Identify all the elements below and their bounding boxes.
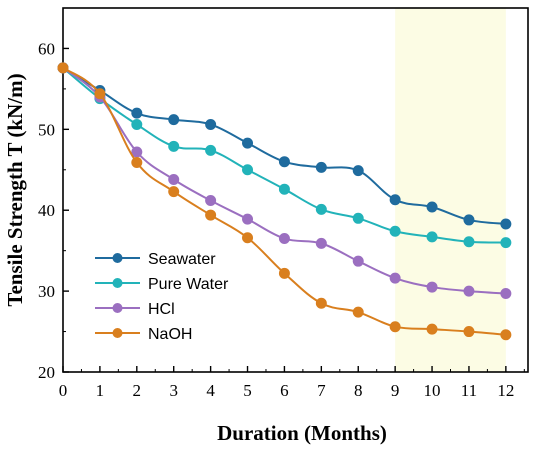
y-tick-label: 60 [38, 39, 55, 58]
y-tick-label: 20 [38, 363, 55, 382]
data-point [426, 201, 438, 213]
y-tick-label: 50 [38, 120, 55, 139]
data-point [426, 281, 438, 293]
legend-marker [112, 328, 123, 338]
data-point [352, 212, 364, 224]
x-tick-label: 7 [317, 381, 326, 400]
x-tick-label: 12 [497, 381, 514, 400]
legend-item-hcl: HCl [95, 301, 175, 318]
data-point [463, 214, 475, 226]
data-point [500, 218, 512, 230]
legend-marker [112, 253, 123, 263]
legend-item-pure-water: Pure Water [95, 276, 229, 293]
data-point [426, 323, 438, 335]
data-point [500, 329, 512, 341]
x-tick-label: 2 [133, 381, 142, 400]
data-point [278, 183, 290, 195]
data-point [315, 237, 327, 249]
data-point [278, 156, 290, 168]
legend-item-naoh: NaOH [95, 326, 192, 343]
series-layer [57, 62, 512, 341]
data-point [168, 114, 180, 126]
data-point [57, 62, 69, 74]
data-point [463, 285, 475, 297]
data-point [315, 297, 327, 309]
data-point [168, 186, 180, 198]
x-tick-label: 3 [169, 381, 178, 400]
x-tick-label: 10 [424, 381, 441, 400]
data-point [242, 213, 254, 225]
data-point [131, 118, 143, 130]
legend-item-seawater: Seawater [95, 251, 216, 268]
legend-label: NaOH [148, 326, 192, 343]
highlight-region-layer [395, 8, 506, 372]
data-point [352, 255, 364, 267]
data-point [426, 231, 438, 243]
data-point [168, 173, 180, 185]
legend: Seawater Pure Water HCl NaOH [95, 251, 229, 343]
legend-label: Seawater [148, 251, 216, 268]
legend-marker [112, 278, 123, 288]
data-point [389, 194, 401, 206]
x-tick-label: 11 [461, 381, 477, 400]
data-point [315, 161, 327, 173]
x-tick-label: 1 [96, 381, 105, 400]
series-naoh [57, 62, 512, 341]
y-tick-label: 40 [38, 201, 55, 220]
y-tick-label: 30 [38, 282, 55, 301]
highlight-region [395, 8, 506, 372]
data-point [352, 306, 364, 318]
legend-label: HCl [148, 301, 175, 318]
y-axis-title: Tensile Strength T (kN/m) [3, 73, 27, 306]
data-point [205, 144, 217, 156]
data-point [168, 140, 180, 152]
legend-marker [112, 303, 123, 313]
plot-frame [62, 7, 529, 373]
data-point [205, 195, 217, 207]
legend-label: Pure Water [148, 276, 229, 293]
data-point [94, 88, 106, 100]
data-point [500, 237, 512, 249]
x-tick-label: 0 [59, 381, 68, 400]
data-point [278, 267, 290, 279]
data-point [205, 209, 217, 221]
data-point [205, 118, 217, 130]
data-point [352, 165, 364, 177]
x-tick-label: 5 [243, 381, 252, 400]
data-point [389, 321, 401, 333]
x-tick-label: 9 [391, 381, 400, 400]
x-tick-label: 6 [280, 381, 289, 400]
data-point [463, 326, 475, 338]
x-tick-label: 8 [354, 381, 363, 400]
data-point [242, 137, 254, 149]
data-point [315, 203, 327, 215]
data-point [500, 288, 512, 300]
data-point [389, 225, 401, 237]
data-point [131, 156, 143, 168]
data-point [131, 146, 143, 158]
series-seawater [57, 62, 512, 230]
data-point [131, 107, 143, 119]
data-point [389, 272, 401, 284]
x-axis-title: Duration (Months) [217, 421, 387, 445]
data-point [463, 236, 475, 248]
x-tick-label: 4 [206, 381, 215, 400]
data-point [242, 164, 254, 176]
data-point [242, 232, 254, 244]
data-point [278, 233, 290, 245]
